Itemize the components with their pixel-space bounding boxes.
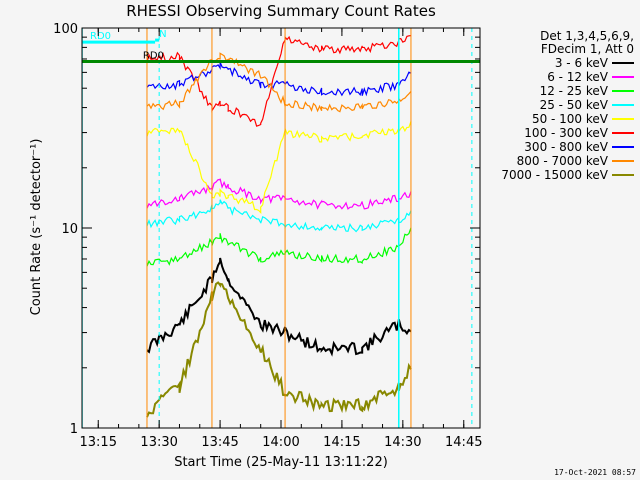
legend-swatch <box>612 160 634 162</box>
x-tick-label: 14:45 <box>445 435 482 450</box>
chart-title: RHESSI Observing Summary Count Rates <box>126 2 436 20</box>
legend-title-line-1: Det 1,3,4,5,6,9, <box>540 29 634 43</box>
legend-item: 50 - 100 keV <box>532 112 634 126</box>
legend-swatch <box>612 76 634 78</box>
legend-swatch <box>612 132 634 134</box>
legend-item: 800 - 7000 keV <box>517 154 634 168</box>
x-axis-label: Start Time (25-May-11 13:11:22) <box>174 455 388 470</box>
legend-label: 12 - 25 keV <box>539 84 608 98</box>
series-line-6 <box>146 35 412 127</box>
x-tick-label: 13:45 <box>201 435 238 450</box>
annotation-label-3: RD0 <box>143 50 164 61</box>
legend-swatch <box>612 90 634 92</box>
legend-item: 3 - 6 keV <box>555 56 634 70</box>
footer-date: 17-Oct-2021 08:57 <box>554 468 636 477</box>
legend-item: 300 - 800 keV <box>524 140 634 154</box>
x-tick-label: 13:30 <box>140 435 177 450</box>
x-tick-label: 14:30 <box>384 435 421 450</box>
legend-label: 800 - 7000 keV <box>516 154 608 168</box>
series-line-2 <box>146 178 412 210</box>
legend-item: 6 - 12 keV <box>547 70 634 84</box>
x-tick-label: 13:15 <box>80 435 117 450</box>
annotation-label-2: N <box>159 29 166 40</box>
series-line-1 <box>146 257 412 357</box>
legend-label: 100 - 300 keV <box>524 126 608 140</box>
legend-label: 50 - 100 keV <box>531 112 608 126</box>
legend-item: 7000 - 15000 keV <box>501 168 634 182</box>
series-line-9 <box>146 281 412 418</box>
legend-swatch <box>612 62 634 64</box>
y-tick-label: 10 <box>61 222 78 237</box>
series-line-3 <box>146 227 412 267</box>
legend-title-line-2: FDecim 1, Att 0 <box>540 42 634 56</box>
legend-swatch <box>612 118 634 120</box>
annotation-label-1: RD0 <box>90 31 111 42</box>
y-axis-label: Count Rate (s⁻¹ detector⁻¹) <box>29 139 44 316</box>
legend-label: 25 - 50 keV <box>539 98 608 112</box>
legend-item: 25 - 50 keV <box>540 98 634 112</box>
legend-label: 6 - 12 keV <box>547 70 608 84</box>
legend-label: 7000 - 15000 keV <box>501 168 608 182</box>
legend-item: 12 - 25 keV <box>540 84 634 98</box>
series-line-7 <box>146 61 412 97</box>
legend-swatch <box>612 174 634 176</box>
legend-swatch <box>612 146 634 148</box>
series-line-5 <box>146 121 412 214</box>
legend-label: 300 - 800 keV <box>524 140 608 154</box>
legend-item: 100 - 300 keV <box>524 126 634 140</box>
y-tick-label: 100 <box>53 22 78 37</box>
y-tick-label: 1 <box>70 422 78 437</box>
series-line-4 <box>146 199 412 233</box>
legend-label: 3 - 6 keV <box>554 56 608 70</box>
legend-swatch <box>612 104 634 106</box>
x-tick-label: 14:15 <box>323 435 360 450</box>
x-tick-label: 14:00 <box>262 435 299 450</box>
series-line-8 <box>146 52 412 113</box>
